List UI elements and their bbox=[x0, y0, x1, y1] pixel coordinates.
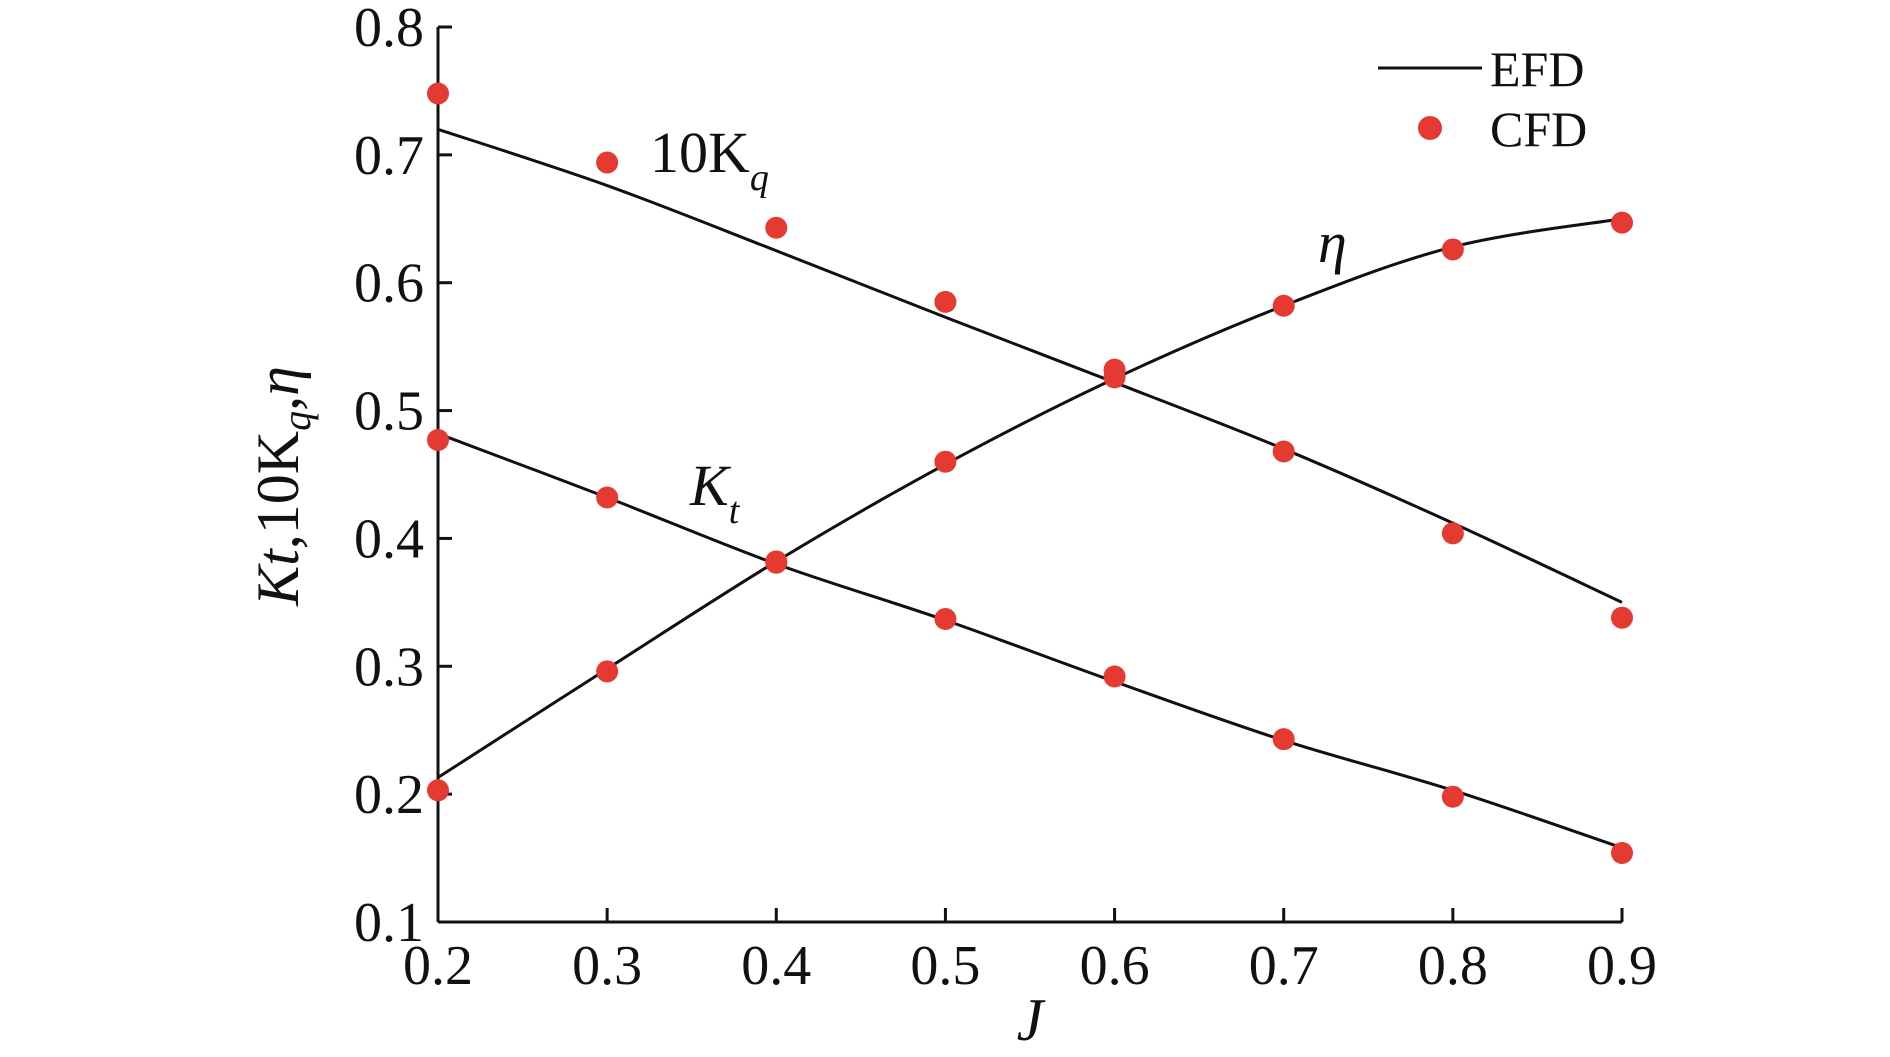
cfd-point-eta bbox=[1441, 238, 1464, 261]
legend-cfd-label: CFD bbox=[1490, 101, 1587, 157]
y-axis-title: Kt,10Kq,η bbox=[245, 366, 319, 607]
legend: EFD CFD bbox=[1378, 41, 1587, 157]
cfd-point-eta bbox=[765, 550, 788, 573]
y-tick-label: 0.8 bbox=[354, 0, 424, 59]
y-tick-label: 0.2 bbox=[354, 764, 424, 826]
cfd-point-10kq bbox=[596, 151, 619, 174]
x-tick-label: 0.9 bbox=[1587, 935, 1657, 997]
cfd-point-eta bbox=[1611, 211, 1633, 234]
efd-line-10kq bbox=[437, 127, 1623, 604]
cfd-point-10kq bbox=[934, 290, 957, 313]
y-tick-label: 0.5 bbox=[354, 381, 424, 443]
x-tick-label: 0.5 bbox=[910, 935, 980, 997]
y-axis: 0.1 0.2 0.3 0.4 0.5 0.6 0.7 0.8 bbox=[354, 0, 452, 954]
y-tick-label: 0.7 bbox=[354, 125, 424, 187]
cfd-point-10kq bbox=[765, 216, 788, 239]
cfd-point-eta bbox=[1103, 358, 1126, 381]
curve-label-eta: η bbox=[1318, 210, 1347, 275]
cfd-point-kt bbox=[1611, 841, 1633, 864]
y-tick-label: 0.6 bbox=[354, 253, 424, 315]
x-axis-title: J bbox=[1017, 987, 1046, 1053]
efd-line-eta bbox=[437, 217, 1623, 779]
x-tick-label: 0.8 bbox=[1418, 935, 1488, 997]
cfd-point-10kq bbox=[1441, 522, 1464, 545]
cfd-point-10kq bbox=[427, 82, 449, 105]
cfd-point-kt bbox=[427, 428, 449, 451]
x-tick-label: 0.3 bbox=[572, 935, 642, 997]
cfd-point-kt bbox=[1441, 785, 1464, 808]
cfd-point-10kq bbox=[1611, 606, 1633, 629]
cfd-point-kt bbox=[1272, 728, 1295, 751]
y-tick-label: 0.3 bbox=[354, 636, 424, 698]
x-tick-label: 0.6 bbox=[1080, 935, 1150, 997]
cfd-points bbox=[427, 82, 1633, 864]
cfd-point-kt bbox=[934, 607, 957, 630]
x-axis: 0.2 0.3 0.4 0.5 0.6 0.7 0.8 0.9 bbox=[403, 908, 1657, 997]
cfd-point-kt bbox=[1103, 665, 1126, 688]
x-tick-label: 0.7 bbox=[1249, 935, 1319, 997]
cfd-point-kt bbox=[596, 486, 619, 509]
x-tick-label: 0.4 bbox=[741, 935, 811, 997]
cfd-point-eta bbox=[427, 779, 449, 802]
legend-efd-label: EFD bbox=[1490, 41, 1584, 97]
legend-cfd-marker bbox=[1418, 116, 1442, 140]
efd-curves bbox=[437, 127, 1623, 850]
y-tick-label: 0.4 bbox=[354, 508, 424, 570]
cfd-point-10kq bbox=[1272, 440, 1295, 463]
curve-label-10kq: 10Kq bbox=[650, 120, 769, 199]
cfd-point-eta bbox=[1272, 294, 1295, 317]
cfd-point-eta bbox=[934, 450, 957, 473]
y-tick-label: 0.1 bbox=[354, 892, 424, 954]
curve-label-kt: Kt bbox=[689, 453, 741, 532]
efd-line-kt bbox=[437, 432, 1623, 850]
x-tick-label: 0.2 bbox=[403, 935, 473, 997]
cfd-point-eta bbox=[596, 660, 619, 683]
